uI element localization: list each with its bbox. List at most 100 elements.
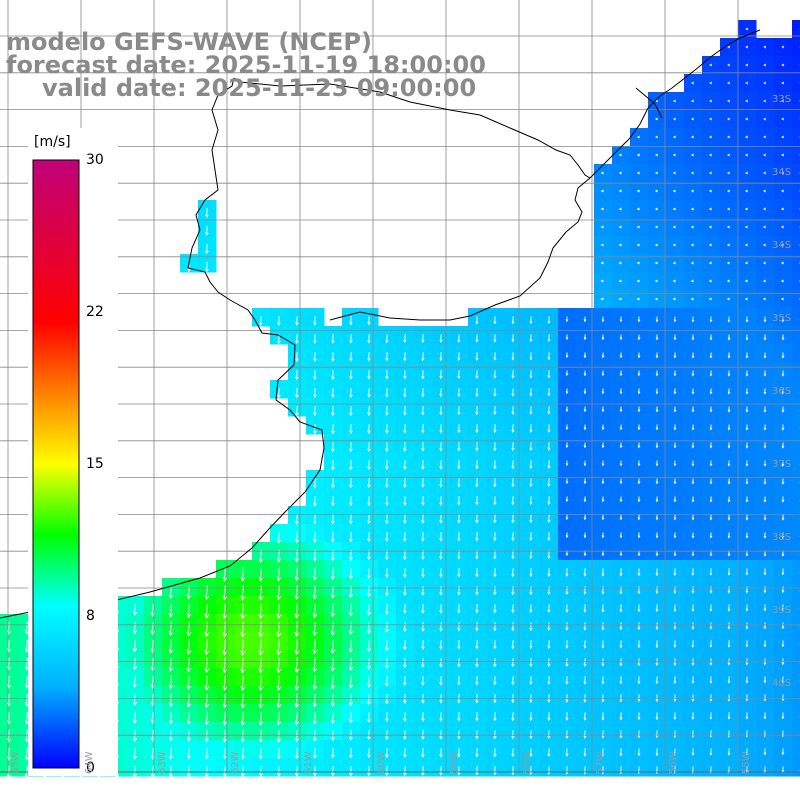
wind-arrow xyxy=(781,370,785,377)
wind-arrow xyxy=(781,622,785,630)
wind-arrow xyxy=(654,279,658,283)
wind-arrow xyxy=(601,586,605,595)
wind-arrow xyxy=(439,730,443,740)
wind-arrow xyxy=(294,603,300,619)
wind-arrow xyxy=(637,316,641,323)
wind-arrow xyxy=(745,406,749,413)
coastline xyxy=(0,29,761,619)
wind-arrow xyxy=(529,568,533,578)
wind-arrow xyxy=(186,675,192,691)
wind-cell xyxy=(792,722,800,741)
wind-arrow xyxy=(421,622,425,632)
wind-arrow xyxy=(565,352,569,359)
wind-arrow xyxy=(655,622,659,631)
wind-arrow xyxy=(673,568,677,577)
wind-arrow xyxy=(511,766,515,776)
wind-arrow xyxy=(331,514,335,525)
wind-arrow xyxy=(600,279,604,283)
wind-arrow xyxy=(781,99,785,103)
wind-arrow xyxy=(673,532,677,539)
wind-arrow xyxy=(601,640,605,649)
wind-arrow xyxy=(781,207,784,211)
wind-arrow xyxy=(583,316,587,323)
wind-arrow xyxy=(276,549,282,563)
wind-arrow xyxy=(457,622,461,632)
wind-arrow xyxy=(618,243,622,247)
wind-arrow xyxy=(637,532,641,539)
wind-arrow xyxy=(385,370,389,380)
wind-arrow xyxy=(763,568,767,576)
wind-arrow xyxy=(367,370,371,380)
wind-arrow xyxy=(403,586,407,597)
wind-arrow xyxy=(763,352,767,359)
wind-arrow xyxy=(781,406,785,413)
wind-speed-field xyxy=(0,20,800,777)
wind-arrow xyxy=(726,297,730,301)
wind-arrow xyxy=(727,388,731,395)
wind-cell xyxy=(792,74,800,93)
wind-arrow xyxy=(709,712,713,720)
wind-arrow xyxy=(421,460,425,470)
wind-arrow xyxy=(259,316,263,327)
wind-arrow xyxy=(618,225,622,229)
wind-arrow xyxy=(511,514,515,524)
wind-arrow xyxy=(565,406,569,413)
wind-arrow xyxy=(475,748,479,758)
wind-arrow xyxy=(619,442,623,449)
wind-arrow xyxy=(763,496,767,503)
wind-arrow xyxy=(763,63,767,67)
wind-arrow xyxy=(511,586,515,596)
wind-arrow xyxy=(385,712,389,723)
wind-arrow xyxy=(744,243,748,247)
wind-arrow xyxy=(637,604,641,613)
wind-arrow xyxy=(475,424,479,434)
wind-arrow xyxy=(745,316,749,323)
wind-arrow xyxy=(276,711,282,726)
lat-label-38s: 38S xyxy=(772,532,792,543)
wind-arrow xyxy=(600,243,604,247)
wind-arrow xyxy=(313,424,317,435)
wind-arrow xyxy=(222,621,228,638)
wind-arrow xyxy=(780,297,784,301)
wind-arrow xyxy=(312,693,318,708)
wind-arrow xyxy=(672,99,676,103)
wind-arrow xyxy=(295,513,299,525)
coastline-segment xyxy=(329,29,761,321)
wind-arrow xyxy=(690,243,694,247)
wind-arrow xyxy=(312,639,318,655)
wind-arrow xyxy=(726,189,730,193)
wind-arrow xyxy=(709,334,713,341)
wind-arrow xyxy=(168,711,174,725)
wind-arrow xyxy=(475,388,479,398)
wind-arrow xyxy=(673,730,677,739)
wind-arrow xyxy=(709,532,713,539)
wind-arrow xyxy=(349,352,353,362)
wind-arrow xyxy=(367,766,371,777)
wind-arrow xyxy=(205,747,209,760)
wind-arrow xyxy=(709,748,713,756)
wind-arrow xyxy=(277,388,281,399)
wind-arrow xyxy=(601,460,605,467)
wind-arrow xyxy=(672,261,676,265)
wind-arrow xyxy=(349,424,353,435)
wind-arrow xyxy=(403,514,407,525)
wind-arrow xyxy=(529,640,533,650)
wind-arrow xyxy=(691,406,695,413)
wind-arrow xyxy=(708,243,712,247)
wind-arrow xyxy=(673,586,677,595)
wind-arrow xyxy=(349,514,353,525)
wind-cell xyxy=(792,650,800,669)
wind-arrow xyxy=(565,316,569,323)
wind-arrow xyxy=(726,207,730,211)
wind-arrow xyxy=(349,567,353,580)
wind-cell xyxy=(792,596,800,615)
wind-arrow xyxy=(367,603,371,616)
wind-arrow xyxy=(493,316,497,325)
wind-arrow xyxy=(601,712,605,721)
wind-arrow xyxy=(529,658,533,668)
wind-arrow xyxy=(439,460,443,470)
wind-arrow xyxy=(709,63,713,67)
wind-arrow xyxy=(348,621,354,636)
wind-arrow xyxy=(708,189,712,193)
wind-arrow xyxy=(709,478,713,485)
